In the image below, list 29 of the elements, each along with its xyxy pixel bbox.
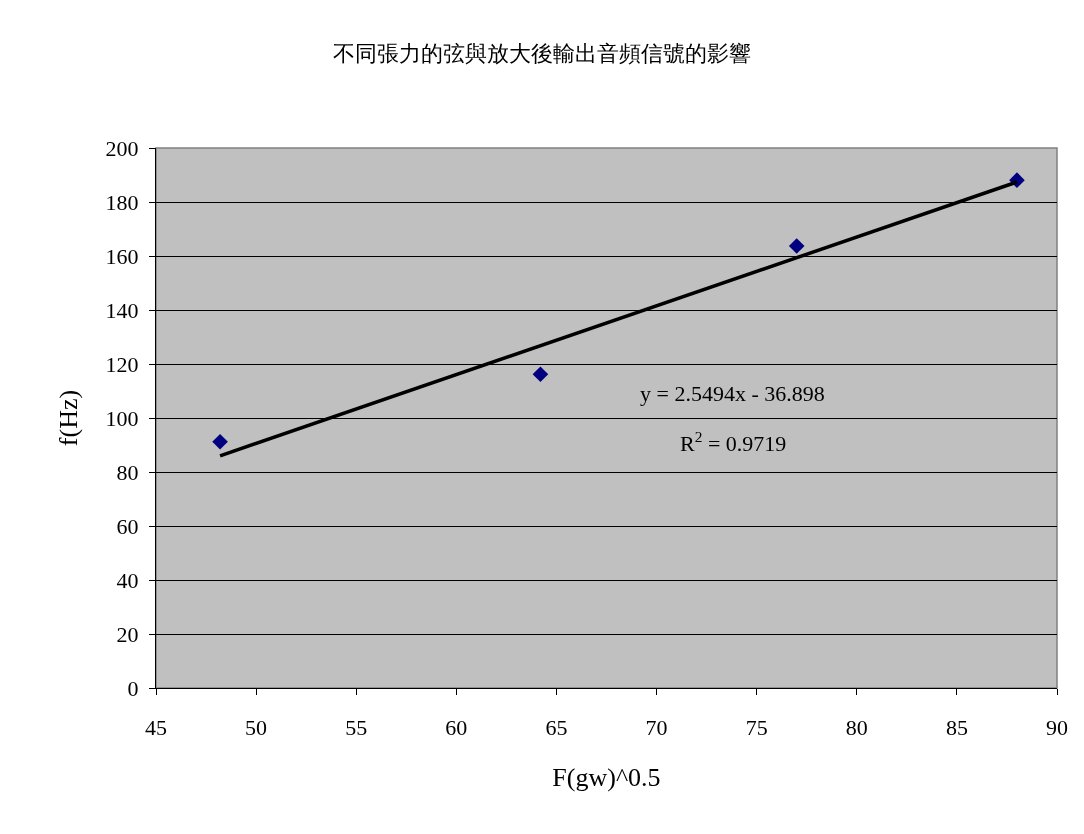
point [788, 238, 805, 254]
x-tick-label: 70 [645, 715, 668, 741]
y-tick-label: 180 [105, 189, 139, 215]
y-tick-label: 200 [105, 135, 139, 161]
x-tick-label: 75 [745, 715, 768, 741]
annotation: y = 2.5494x - 36.898 [640, 381, 825, 406]
point [212, 433, 228, 450]
y-tick-label: 120 [105, 351, 139, 377]
x-tick-label: 90 [1046, 715, 1068, 741]
y-axis-title: f(Hz) [54, 389, 83, 447]
x-tick-label: 60 [445, 715, 468, 741]
point [532, 366, 549, 383]
x-tick-label: 55 [345, 715, 368, 741]
x-tick-label: 65 [545, 715, 568, 741]
y-tick-label: 40 [116, 567, 139, 593]
y-tick-label: 160 [105, 243, 139, 269]
y-tick-label: 80 [116, 459, 139, 485]
annotation: R$^{2}$ = 0.9719 [680, 428, 787, 457]
y-tick-label: 100 [105, 405, 139, 431]
y-tick-label: 0 [127, 675, 139, 701]
y-tick-label: 140 [105, 297, 139, 323]
y-tick-label: 60 [116, 513, 139, 539]
x-tick-label: 80 [845, 715, 868, 741]
x-tick-label: 85 [945, 715, 968, 741]
y-tick-label: 20 [116, 621, 139, 647]
x-tick-label: 45 [145, 715, 167, 741]
x-tick-label: 50 [245, 715, 268, 741]
chart-title: 不同張力的弦與放大後輸出音頻信號的影響 [333, 41, 751, 67]
x-axis-title: F(gw)^0.5 [552, 763, 661, 793]
